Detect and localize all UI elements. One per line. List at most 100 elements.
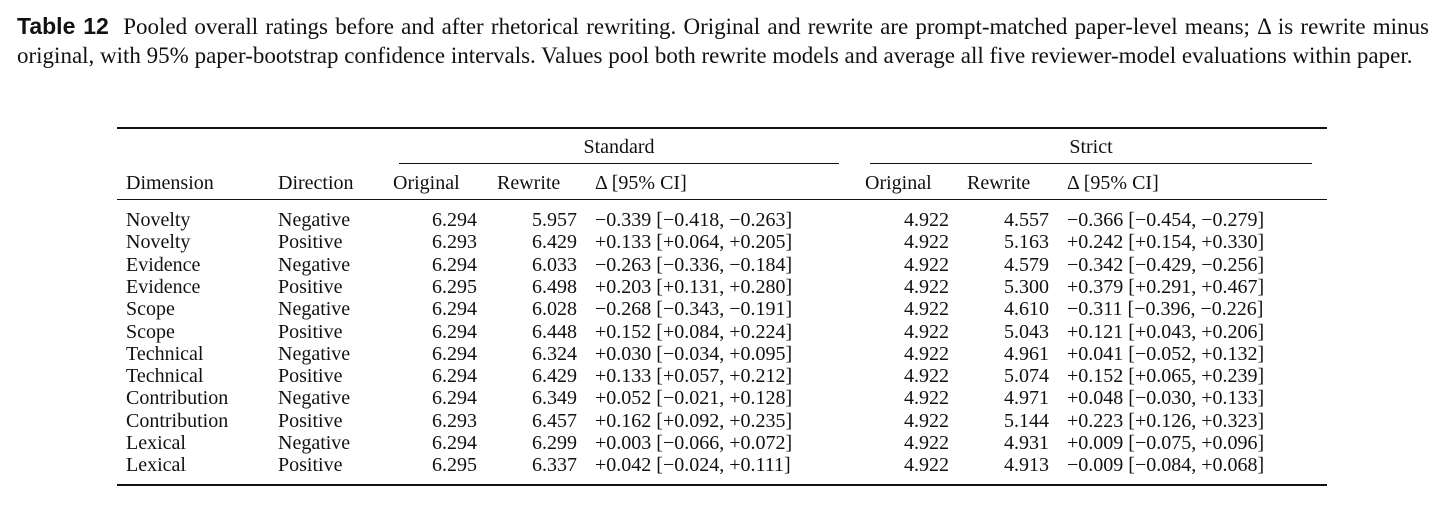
- cell-strict-delta: −0.366 [−0.454, −0.279]: [1067, 209, 1265, 231]
- cell-standard-rewrite: 6.324: [532, 342, 577, 365]
- table-row: Novelty Negative 6.294 5.957 −0.339 [−0.418,…: [117, 209, 1327, 231]
- cell-strict-rewrite: 4.557: [1004, 209, 1049, 231]
- cell-dimension: Novelty: [126, 209, 191, 231]
- table-row: Evidence Negative 6.294 6.033 −0.263 [−0.336…: [117, 254, 1327, 276]
- cell-direction: Positive: [278, 320, 343, 343]
- group-label-standard: Standard: [583, 136, 655, 158]
- cell-dimension: Novelty: [126, 231, 191, 254]
- cell-strict-original: 4.922: [904, 298, 949, 321]
- table-row: Novelty Positive 6.293 6.429 +0.133 [+0.064,…: [117, 231, 1327, 253]
- cell-standard-original: 6.294: [432, 298, 477, 321]
- cell-standard-original: 6.294: [432, 342, 477, 365]
- cell-strict-delta: +0.379 [+0.291, +0.467]: [1067, 275, 1265, 298]
- cell-standard-rewrite: 6.429: [532, 231, 577, 254]
- cell-strict-delta: −0.342 [−0.429, −0.256]: [1067, 253, 1265, 276]
- group-label-strict: Strict: [1069, 136, 1113, 158]
- cell-strict-original: 4.922: [904, 320, 949, 343]
- cell-direction: Negative: [278, 387, 351, 410]
- cell-dimension: Lexical: [126, 432, 186, 454]
- cell-standard-rewrite: 6.033: [532, 253, 577, 276]
- cell-dimension: Contribution: [126, 387, 229, 410]
- header-dimension: Dimension: [126, 172, 214, 194]
- cell-dimension: Evidence: [126, 275, 201, 298]
- cell-direction: Positive: [278, 275, 343, 298]
- table-row: Evidence Positive 6.295 6.498 +0.203 [+0.131…: [117, 276, 1327, 298]
- caption-text: Pooled overall ratings before and after …: [17, 14, 1429, 68]
- cell-direction: Negative: [278, 253, 351, 276]
- cell-strict-original: 4.922: [904, 253, 949, 276]
- header-strict-delta: Δ [95% CI]: [1067, 172, 1159, 194]
- strict-cmidrule: [870, 163, 1312, 164]
- cell-strict-delta: +0.121 [+0.043, +0.206]: [1067, 320, 1265, 343]
- cell-strict-rewrite: 4.913: [1004, 454, 1049, 477]
- cell-strict-original: 4.922: [904, 365, 949, 388]
- cell-strict-original: 4.922: [904, 432, 949, 454]
- cell-direction: Positive: [278, 454, 343, 477]
- cell-standard-delta: −0.263 [−0.336, −0.184]: [595, 253, 793, 276]
- cell-standard-rewrite: 6.299: [532, 432, 577, 454]
- cell-strict-original: 4.922: [904, 342, 949, 365]
- cell-strict-rewrite: 4.579: [1004, 253, 1049, 276]
- table-row: Technical Negative 6.294 6.324 +0.030 [−0.03…: [117, 343, 1327, 365]
- cell-strict-original: 4.922: [904, 387, 949, 410]
- cell-standard-delta: +0.203 [+0.131, +0.280]: [595, 275, 793, 298]
- cell-direction: Negative: [278, 209, 351, 231]
- table-row: Scope Positive 6.294 6.448 +0.152 [+0.084, +…: [117, 321, 1327, 343]
- cell-standard-original: 6.294: [432, 365, 477, 388]
- cell-standard-delta: +0.052 [−0.021, +0.128]: [595, 387, 793, 410]
- cell-standard-original: 6.294: [432, 387, 477, 410]
- cell-standard-rewrite: 6.028: [532, 298, 577, 321]
- cell-standard-rewrite: 6.429: [532, 365, 577, 388]
- cell-dimension: Contribution: [126, 409, 229, 432]
- cell-strict-original: 4.922: [904, 409, 949, 432]
- cell-dimension: Technical: [126, 342, 204, 365]
- cell-direction: Negative: [278, 432, 351, 454]
- cell-direction: Positive: [278, 365, 343, 388]
- cell-strict-delta: +0.223 [+0.126, +0.323]: [1067, 409, 1265, 432]
- top-rule: [117, 127, 1327, 129]
- cell-standard-rewrite: 6.498: [532, 275, 577, 298]
- cell-direction: Negative: [278, 342, 351, 365]
- cell-strict-rewrite: 5.074: [1004, 365, 1049, 388]
- header-standard-rewrite: Rewrite: [497, 172, 561, 194]
- cell-standard-original: 6.294: [432, 432, 477, 454]
- cell-strict-delta: −0.311 [−0.396, −0.226]: [1067, 298, 1264, 321]
- table-caption: Table 12 Pooled overall ratings before a…: [17, 12, 1429, 70]
- cell-strict-rewrite: 5.144: [1004, 409, 1049, 432]
- cell-standard-delta: +0.152 [+0.084, +0.224]: [595, 320, 793, 343]
- header-direction: Direction: [278, 172, 354, 194]
- cell-direction: Positive: [278, 231, 343, 254]
- cell-strict-original: 4.922: [904, 209, 949, 231]
- cell-direction: Positive: [278, 409, 343, 432]
- cell-standard-original: 6.295: [432, 454, 477, 477]
- cell-standard-original: 6.293: [432, 231, 477, 254]
- cell-strict-original: 4.922: [904, 454, 949, 477]
- cell-standard-rewrite: 6.349: [532, 387, 577, 410]
- table-row: Technical Positive 6.294 6.429 +0.133 [+0.05…: [117, 365, 1327, 387]
- cell-strict-delta: +0.242 [+0.154, +0.330]: [1067, 231, 1265, 254]
- cell-strict-rewrite: 4.961: [1004, 342, 1049, 365]
- header-standard-original: Original: [393, 172, 460, 194]
- cell-strict-rewrite: 5.163: [1004, 231, 1049, 254]
- cell-standard-original: 6.294: [432, 209, 477, 231]
- cell-dimension: Scope: [126, 298, 175, 321]
- table-row: Scope Negative 6.294 6.028 −0.268 [−0.343, −…: [117, 298, 1327, 320]
- cell-standard-rewrite: 5.957: [532, 209, 577, 231]
- cell-strict-delta: +0.041 [−0.052, +0.132]: [1067, 342, 1265, 365]
- table-row: Lexical Negative 6.294 6.299 +0.003 [−0.066,…: [117, 432, 1327, 454]
- cell-strict-rewrite: 4.931: [1004, 432, 1049, 454]
- cell-standard-delta: +0.133 [+0.064, +0.205]: [595, 231, 793, 254]
- cell-strict-rewrite: 4.610: [1004, 298, 1049, 321]
- cell-strict-delta: +0.009 [−0.075, +0.096]: [1067, 432, 1265, 454]
- cell-standard-rewrite: 6.457: [532, 409, 577, 432]
- cell-standard-delta: −0.268 [−0.343, −0.191]: [595, 298, 793, 321]
- cell-standard-delta: +0.042 [−0.024, +0.111]: [595, 454, 791, 477]
- cell-strict-delta: +0.048 [−0.030, +0.133]: [1067, 387, 1265, 410]
- cell-strict-delta: +0.152 [+0.065, +0.239]: [1067, 365, 1265, 388]
- cell-standard-delta: −0.339 [−0.418, −0.263]: [595, 209, 793, 231]
- cell-standard-rewrite: 6.448: [532, 320, 577, 343]
- header-strict-original: Original: [865, 172, 932, 194]
- cell-strict-rewrite: 4.971: [1004, 387, 1049, 410]
- cell-direction: Negative: [278, 298, 351, 321]
- cell-standard-delta: +0.162 [+0.092, +0.235]: [595, 409, 793, 432]
